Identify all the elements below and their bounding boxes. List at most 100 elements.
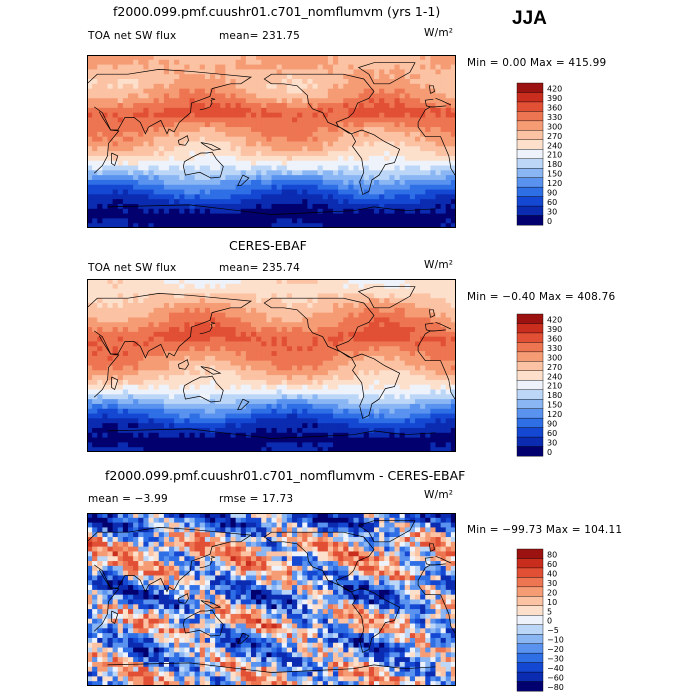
heatmap-cell — [204, 375, 211, 381]
heatmap-cell — [163, 103, 170, 109]
heatmap-cell — [322, 55, 329, 61]
heatmap-cell — [199, 199, 206, 205]
heatmap-cell — [435, 293, 442, 299]
heatmap-cell — [358, 384, 365, 390]
heatmap-cell — [302, 55, 308, 61]
heatmap-cell — [384, 218, 390, 224]
heatmap-cell — [163, 341, 170, 347]
heatmap-cell — [97, 98, 103, 104]
heatmap-cell — [430, 403, 436, 410]
heatmap-cell — [425, 223, 431, 228]
heatmap-cell — [353, 293, 360, 299]
heatmap-cell — [307, 184, 313, 190]
heatmap-cell — [225, 83, 231, 90]
heatmap-cell — [271, 370, 278, 376]
heatmap-cell — [363, 303, 370, 309]
heatmap-cell — [163, 83, 170, 90]
heatmap-cell — [271, 127, 278, 133]
heatmap-cell — [322, 399, 329, 405]
heatmap-cell — [353, 160, 360, 166]
heatmap-cell — [92, 355, 98, 362]
heatmap-cell — [174, 293, 180, 299]
heatmap-cell — [189, 360, 196, 366]
heatmap-cell — [143, 218, 149, 224]
heatmap-cell — [210, 384, 216, 390]
heatmap-cell — [363, 360, 370, 366]
heatmap-cell — [276, 103, 283, 109]
heatmap-cell — [199, 331, 206, 338]
heatmap-cell — [97, 203, 103, 210]
heatmap-cell — [256, 312, 262, 318]
heatmap-cell — [312, 93, 319, 99]
heatmap-cell — [163, 408, 170, 414]
heatmap-cell — [158, 127, 165, 133]
heatmap-cell — [327, 418, 334, 424]
heatmap-cell — [102, 223, 108, 228]
heatmap-cell — [348, 131, 354, 138]
heatmap-cell — [297, 117, 303, 123]
heatmap-cell — [338, 303, 344, 309]
heatmap-cell — [87, 160, 93, 166]
heatmap-cell — [92, 189, 98, 195]
heatmap-cell — [117, 74, 124, 80]
heatmap-cell — [97, 146, 103, 152]
heatmap-cell — [97, 189, 103, 195]
heatmap-cell — [256, 293, 262, 299]
heatmap-cell — [374, 155, 380, 162]
heatmap-cell — [292, 117, 298, 123]
heatmap-cell — [440, 122, 447, 128]
heatmap-cell — [404, 408, 411, 414]
heatmap-cell — [415, 413, 421, 419]
heatmap-cell — [128, 336, 134, 342]
heatmap-cell — [327, 389, 334, 395]
heatmap-cell — [368, 208, 375, 214]
coastline-japan — [199, 97, 216, 111]
heatmap-cell — [415, 199, 421, 205]
heatmap-cell — [450, 346, 456, 352]
heatmap-cell — [194, 427, 201, 434]
heatmap-cell — [297, 375, 303, 381]
heatmap-cell — [153, 218, 160, 224]
heatmap-cell — [363, 69, 370, 75]
heatmap-cell — [179, 194, 185, 200]
heatmap-cell — [317, 74, 324, 80]
heatmap-cell — [374, 170, 380, 176]
heatmap-cell — [256, 146, 262, 152]
heatmap-cell — [107, 312, 114, 318]
heatmap-cell — [143, 93, 149, 99]
heatmap-cell — [297, 175, 303, 181]
heatmap-cell — [102, 365, 108, 371]
heatmap-cell — [368, 213, 375, 219]
heatmap-cell — [179, 208, 185, 214]
heatmap-cell — [169, 88, 175, 94]
heatmap-cell — [394, 155, 401, 162]
heatmap-cell — [348, 307, 354, 314]
panel2-units: W/m² — [424, 259, 454, 271]
heatmap-cell — [107, 208, 114, 214]
heatmap-cell — [394, 98, 401, 104]
heatmap-cell — [158, 107, 165, 114]
heatmap-cell — [368, 146, 375, 152]
heatmap-cell — [281, 64, 288, 70]
heatmap-cell — [266, 165, 272, 171]
heatmap-cell — [245, 351, 252, 357]
heatmap-cell — [189, 432, 196, 438]
heatmap-cell — [87, 127, 93, 133]
heatmap-cell — [122, 298, 129, 304]
heatmap-cell — [404, 83, 411, 90]
heatmap-cell — [338, 322, 344, 328]
heatmap-cell — [266, 88, 272, 94]
heatmap-cell — [286, 64, 293, 70]
heatmap-cell — [394, 389, 401, 395]
heatmap-cell — [276, 184, 283, 190]
heatmap-cell — [322, 298, 329, 304]
heatmap-cell — [204, 427, 211, 434]
heatmap-cell — [107, 122, 114, 128]
heatmap-cell — [276, 365, 283, 371]
heatmap-cell — [92, 203, 98, 210]
heatmap-cell — [384, 55, 390, 61]
heatmap-cell — [302, 355, 308, 362]
heatmap-cell — [450, 298, 456, 304]
heatmap-cell — [266, 223, 272, 228]
heatmap-cell — [384, 413, 390, 419]
